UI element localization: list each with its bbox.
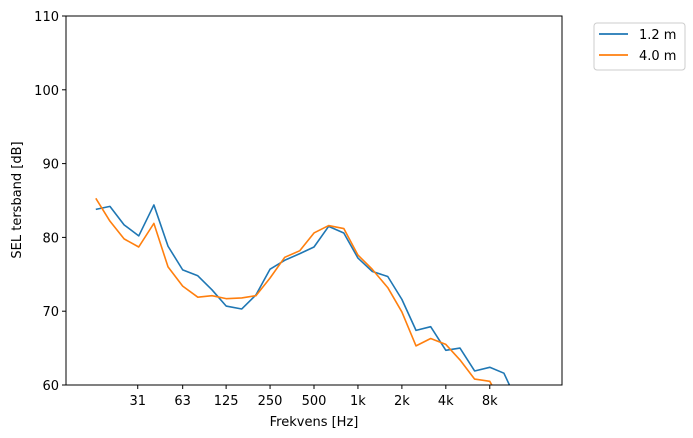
- x-tick-label: 31: [129, 394, 146, 409]
- tick-labels: 60 70 80 90 100 110 31 63 125 250 500 1k 2k 4k 8k: [34, 10, 498, 409]
- tick-marks: [62, 15, 491, 389]
- x-tick-label: 8k: [482, 394, 498, 409]
- y-tick-label: 110: [34, 10, 59, 25]
- y-axis-label: SEL tersband [dB]: [10, 141, 25, 258]
- x-axis-label: Frekvens [Hz]: [270, 415, 359, 430]
- y-tick-label: 70: [42, 305, 59, 320]
- series-lines: [95, 197, 511, 385]
- y-tick-label: 100: [34, 84, 59, 99]
- x-tick-label: 125: [214, 394, 239, 409]
- y-tick-label: 80: [42, 231, 59, 246]
- x-tick-label: 500: [302, 394, 327, 409]
- plot-area-frame: [65, 15, 563, 386]
- x-tick-label: 250: [258, 394, 283, 409]
- x-tick-label: 4k: [438, 394, 454, 409]
- legend-label: 1.2 m: [639, 28, 676, 43]
- x-tick-label: 2k: [394, 394, 410, 409]
- x-tick-label: 1k: [350, 394, 366, 409]
- y-tick-label: 90: [42, 158, 59, 173]
- y-tick-label: 60: [42, 379, 59, 394]
- series-line-2: [95, 197, 493, 385]
- legend-label: 4.0 m: [639, 49, 676, 64]
- series-line-1: [95, 204, 511, 385]
- x-tick-label: 63: [174, 394, 191, 409]
- legend: 1.2 m 4.0 m: [593, 22, 686, 71]
